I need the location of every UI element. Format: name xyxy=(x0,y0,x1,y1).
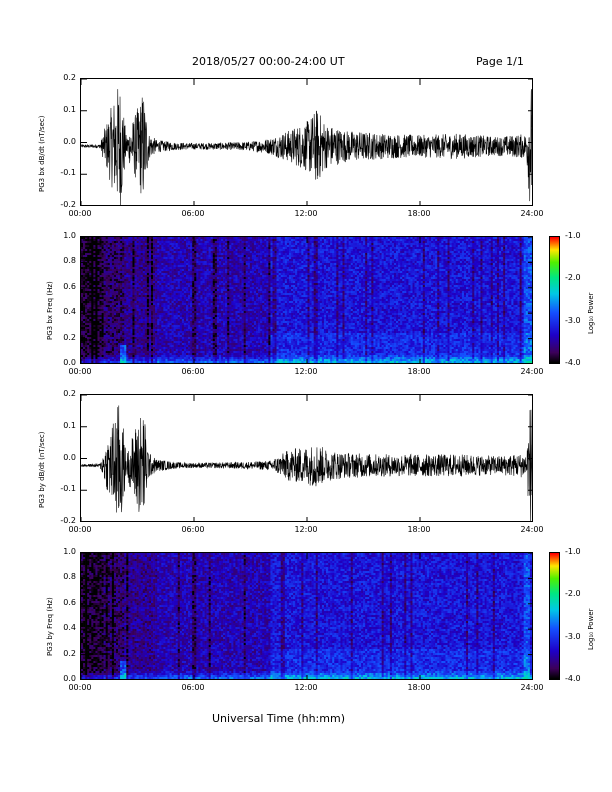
y-tick-label: 0.0 xyxy=(63,453,76,462)
x-tick-label: 24:00 xyxy=(520,525,543,534)
x-tick-label: 12:00 xyxy=(294,209,317,218)
y-tick-label: 0.0 xyxy=(63,674,76,683)
bx-spectrogram-plot xyxy=(80,236,533,364)
colorbar-tick-label: -4.0 xyxy=(565,358,581,367)
y-tick-label: 0.0 xyxy=(63,358,76,367)
colorbar-tick-label: -1.0 xyxy=(565,231,581,240)
series-line xyxy=(81,89,532,205)
y-tick-label: 0.2 xyxy=(63,333,76,342)
series-line xyxy=(81,405,532,521)
bx-spectrogram-ylabel: PG3 bx Freq (Hz) xyxy=(46,281,54,340)
x-tick-label: 00:00 xyxy=(68,525,91,534)
page-title: 2018/05/27 00:00-24:00 UT xyxy=(192,55,345,68)
y-tick-label: 1.0 xyxy=(63,231,76,240)
x-tick-label: 00:00 xyxy=(68,367,91,376)
y-tick-label: 0.8 xyxy=(63,256,76,265)
bx-dbdt-trace xyxy=(81,79,532,205)
x-tick-label: 00:00 xyxy=(68,683,91,692)
x-axis-title: Universal Time (hh:mm) xyxy=(212,712,345,725)
colorbar-label: Log₁₀ Power xyxy=(587,608,595,650)
by-spectrogram-ylabel: PG3 by Freq (Hz) xyxy=(46,597,54,656)
x-tick-label: 24:00 xyxy=(520,683,543,692)
heatmap-cells xyxy=(81,237,532,363)
x-tick-label: 00:00 xyxy=(68,209,91,218)
page-number: Page 1/1 xyxy=(476,55,524,68)
by-dbdt-trace xyxy=(81,395,532,521)
y-tick-label: 0.2 xyxy=(63,389,76,398)
colorbar-tick-label: -2.0 xyxy=(565,589,581,598)
heatmap-cells xyxy=(81,553,532,679)
y-tick-label: 1.0 xyxy=(63,547,76,556)
x-tick-label: 24:00 xyxy=(520,209,543,218)
x-tick-label: 18:00 xyxy=(407,683,430,692)
colorbar-tick-label: -1.0 xyxy=(565,547,581,556)
x-tick-label: 06:00 xyxy=(181,367,204,376)
bx-spectrogram-image xyxy=(81,237,532,363)
y-tick-label: 0.6 xyxy=(63,282,76,291)
x-tick-label: 24:00 xyxy=(520,367,543,376)
y-tick-label: 0.0 xyxy=(63,137,76,146)
bx-colorbar xyxy=(549,236,560,364)
bx-dbdt-plot xyxy=(80,78,533,206)
by-spectrogram-plot xyxy=(80,552,533,680)
x-tick-label: 18:00 xyxy=(407,209,430,218)
y-tick-label: 0.4 xyxy=(63,307,76,316)
x-tick-label: 06:00 xyxy=(181,683,204,692)
y-tick-label: 0.2 xyxy=(63,73,76,82)
x-tick-label: 12:00 xyxy=(294,525,317,534)
colorbar-tick-label: -3.0 xyxy=(565,632,581,641)
y-tick-label: -0.2 xyxy=(60,516,76,525)
by-dbdt-ylabel: PG3 by dB/dt (nT/sec) xyxy=(38,432,46,509)
y-tick-label: 0.1 xyxy=(63,421,76,430)
x-tick-label: 12:00 xyxy=(294,367,317,376)
by-dbdt-plot xyxy=(80,394,533,522)
x-tick-label: 06:00 xyxy=(181,525,204,534)
colorbar-gradient xyxy=(550,553,559,680)
x-tick-label: 18:00 xyxy=(407,525,430,534)
y-tick-label: -0.2 xyxy=(60,200,76,209)
colorbar-tick-label: -2.0 xyxy=(565,273,581,282)
by-colorbar xyxy=(549,552,560,680)
y-tick-label: -0.1 xyxy=(60,168,76,177)
colorbar-tick-label: -4.0 xyxy=(565,674,581,683)
x-tick-label: 18:00 xyxy=(407,367,430,376)
x-tick-label: 06:00 xyxy=(181,209,204,218)
y-tick-label: 0.1 xyxy=(63,105,76,114)
colorbar-label: Log₁₀ Power xyxy=(587,292,595,334)
bx-dbdt-ylabel: PG3 bx dB/dt (nT/sec) xyxy=(38,116,46,193)
y-tick-label: 0.8 xyxy=(63,572,76,581)
y-tick-label: -0.1 xyxy=(60,484,76,493)
colorbar-tick-label: -3.0 xyxy=(565,316,581,325)
y-tick-label: 0.4 xyxy=(63,623,76,632)
y-tick-label: 0.2 xyxy=(63,649,76,658)
colorbar-gradient xyxy=(550,237,559,364)
x-tick-label: 12:00 xyxy=(294,683,317,692)
y-tick-label: 0.6 xyxy=(63,598,76,607)
by-spectrogram-image xyxy=(81,553,532,679)
